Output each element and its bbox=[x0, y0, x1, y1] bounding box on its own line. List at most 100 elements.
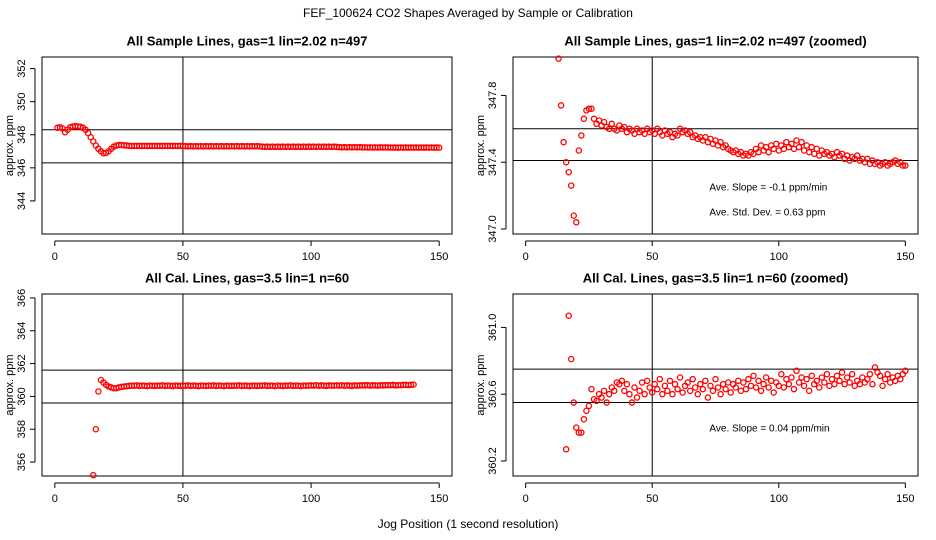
point bbox=[666, 377, 674, 385]
point bbox=[828, 375, 836, 383]
x-tick-label: 50 bbox=[646, 493, 658, 505]
y-tick-label: 344 bbox=[16, 192, 28, 210]
point bbox=[717, 390, 724, 398]
point bbox=[641, 390, 648, 398]
y-tick-label: 347.8 bbox=[487, 82, 499, 110]
annotation: Ave. Std. Dev. = 0.63 ppm bbox=[709, 207, 825, 218]
point bbox=[760, 380, 767, 388]
point bbox=[562, 158, 570, 166]
point bbox=[567, 182, 575, 189]
x-tick-label: 100 bbox=[770, 251, 788, 263]
point bbox=[600, 387, 608, 395]
point bbox=[843, 374, 851, 381]
point bbox=[704, 394, 712, 401]
x-tick-label: 0 bbox=[523, 251, 529, 263]
y-tick-label: 360.6 bbox=[487, 380, 499, 408]
point bbox=[583, 407, 590, 415]
point bbox=[869, 380, 876, 388]
point bbox=[410, 381, 417, 388]
point bbox=[593, 397, 600, 405]
point bbox=[864, 375, 871, 383]
point bbox=[714, 384, 722, 391]
x-tick-label: 150 bbox=[896, 493, 914, 505]
point bbox=[661, 382, 669, 390]
point bbox=[727, 389, 734, 396]
point bbox=[651, 380, 659, 388]
point bbox=[562, 446, 570, 453]
x-tick-label: 50 bbox=[177, 493, 189, 505]
point bbox=[676, 374, 684, 381]
point bbox=[575, 147, 583, 154]
y-axis-label: approx. ppm bbox=[475, 354, 487, 415]
point bbox=[821, 379, 828, 386]
point bbox=[628, 399, 636, 406]
point bbox=[671, 380, 679, 388]
y-tick-label: 361.0 bbox=[487, 314, 499, 342]
point bbox=[871, 364, 879, 371]
x-tick-label: 150 bbox=[896, 251, 914, 263]
point bbox=[699, 385, 707, 393]
point bbox=[808, 372, 815, 380]
point bbox=[578, 429, 585, 436]
panel-title: All Cal. Lines, gas=3.5 lin=1 n=60 (zoom… bbox=[583, 270, 849, 285]
x-tick-label: 50 bbox=[177, 251, 189, 263]
point bbox=[95, 388, 102, 395]
point bbox=[697, 380, 704, 388]
point bbox=[881, 375, 889, 383]
point bbox=[573, 424, 580, 431]
plot-frame bbox=[41, 56, 453, 235]
point bbox=[707, 382, 714, 390]
y-axis-label: approx. ppm bbox=[4, 354, 16, 415]
point bbox=[795, 143, 803, 151]
point bbox=[831, 380, 838, 388]
point bbox=[745, 375, 752, 383]
point bbox=[846, 379, 853, 386]
plot-frame bbox=[41, 293, 453, 477]
point bbox=[803, 375, 810, 383]
point bbox=[92, 425, 100, 433]
x-tick-label: 150 bbox=[430, 251, 448, 263]
point bbox=[588, 385, 595, 393]
point bbox=[654, 385, 661, 393]
point bbox=[750, 372, 757, 380]
x-tick-label: 100 bbox=[770, 493, 788, 505]
point bbox=[686, 387, 694, 395]
figure-title: FEF_100624 CO2 Shapes Averaged by Sample… bbox=[303, 6, 633, 20]
point bbox=[752, 384, 760, 391]
point bbox=[679, 389, 686, 396]
point bbox=[684, 379, 691, 386]
y-tick-label: 366 bbox=[16, 289, 28, 307]
point bbox=[816, 384, 823, 391]
plot-frame bbox=[512, 293, 919, 477]
y-tick-label: 347.0 bbox=[487, 215, 499, 243]
x-tick-label: 50 bbox=[646, 251, 658, 263]
y-axis-label: approx. ppm bbox=[4, 115, 16, 176]
point bbox=[674, 385, 681, 393]
point bbox=[740, 379, 747, 386]
point bbox=[798, 138, 805, 146]
point bbox=[780, 384, 788, 391]
point bbox=[633, 394, 641, 401]
point bbox=[790, 385, 798, 393]
point bbox=[902, 367, 909, 375]
point bbox=[669, 390, 676, 398]
point bbox=[793, 367, 800, 375]
point bbox=[585, 402, 593, 410]
point bbox=[603, 399, 610, 406]
x-tick-label: 150 bbox=[430, 493, 448, 505]
point bbox=[854, 152, 861, 159]
point bbox=[646, 384, 653, 391]
point bbox=[805, 387, 813, 395]
point bbox=[742, 385, 750, 393]
y-tick-label: 358 bbox=[16, 420, 28, 438]
point bbox=[664, 387, 671, 395]
point bbox=[557, 102, 565, 109]
point bbox=[800, 382, 808, 390]
point bbox=[578, 132, 585, 139]
point bbox=[722, 385, 729, 393]
annotation: Ave. Slope = 0.04 ppm/min bbox=[709, 423, 829, 434]
point bbox=[567, 355, 575, 363]
panel-title: All Cal. Lines, gas=3.5 lin=1 n=60 bbox=[145, 270, 349, 285]
point bbox=[570, 399, 578, 406]
